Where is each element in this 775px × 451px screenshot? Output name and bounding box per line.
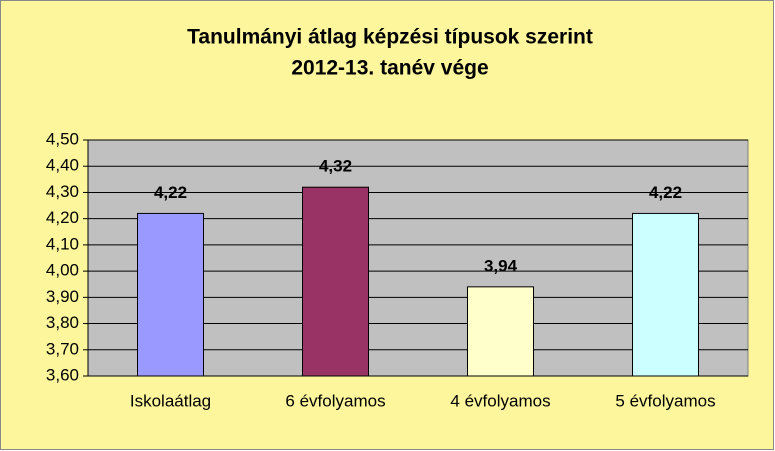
y-tick-label: 3,80 bbox=[46, 313, 79, 332]
value-label: 4,22 bbox=[154, 183, 187, 202]
y-tick-label: 4,50 bbox=[46, 129, 79, 148]
bar bbox=[137, 212, 204, 377]
bar bbox=[632, 212, 699, 377]
bar bbox=[467, 286, 534, 377]
y-tick-label: 4,20 bbox=[46, 208, 79, 227]
y-tick-label: 4,30 bbox=[46, 182, 79, 201]
chart-title: Tanulmányi átlag képzési típusok szerint bbox=[187, 26, 593, 49]
y-tick-label: 4,00 bbox=[46, 261, 79, 280]
y-tick-label: 3,70 bbox=[46, 339, 79, 358]
y-tick-label: 3,90 bbox=[46, 287, 79, 306]
x-tick-label: 5 évfolyamos bbox=[615, 391, 715, 410]
y-tick-label: 4,10 bbox=[46, 234, 79, 253]
y-tick-label: 4,40 bbox=[46, 156, 79, 175]
value-label: 4,22 bbox=[649, 183, 682, 202]
chart-subtitle: 2012-13. tanév vége bbox=[291, 57, 488, 80]
value-label: 3,94 bbox=[484, 256, 518, 275]
bar bbox=[302, 186, 369, 377]
x-tick-label: Iskolaátlag bbox=[130, 391, 211, 410]
x-tick-label: 4 évfolyamos bbox=[450, 391, 550, 410]
x-tick-label: 6 évfolyamos bbox=[285, 391, 385, 410]
y-tick-label: 3,60 bbox=[46, 365, 79, 384]
value-label: 4,32 bbox=[319, 157, 352, 176]
